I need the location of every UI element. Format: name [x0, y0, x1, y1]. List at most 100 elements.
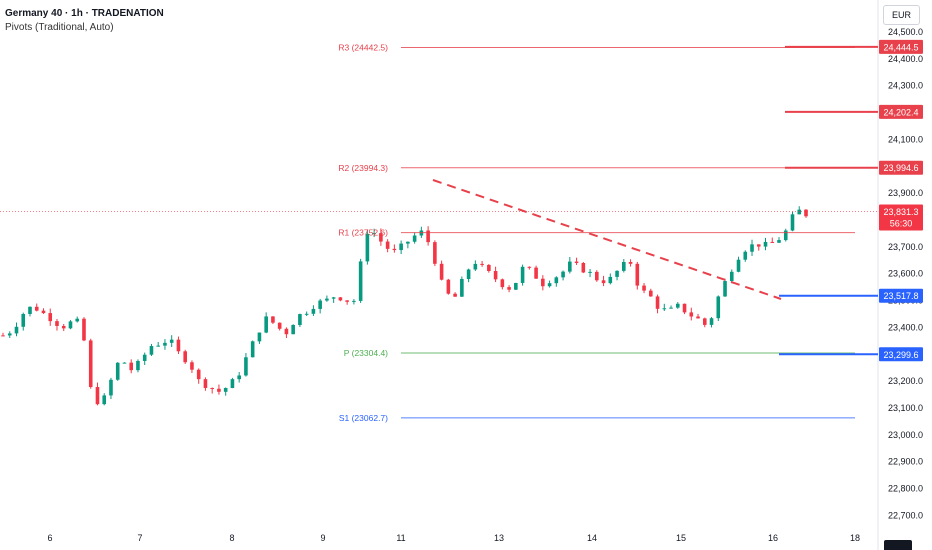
candle-body	[709, 318, 714, 325]
candle-body	[547, 283, 552, 287]
price-tags: 24,444.5 24,202.4 23,994.6 23,517.8 23,299.6…	[779, 39, 923, 362]
price-tick-label: 24,400.0	[888, 54, 923, 64]
price-tick-label: 23,100.0	[888, 403, 923, 413]
candle-body	[122, 362, 127, 364]
candle-body	[129, 362, 134, 371]
candle-body	[743, 251, 748, 260]
level-tag-label: 23,994.6	[883, 163, 918, 173]
pivot-label: R2 (23994.3)	[338, 163, 388, 173]
candle-body	[675, 303, 680, 308]
candle-body	[311, 308, 316, 314]
candle-body	[783, 230, 788, 241]
candle-body	[797, 209, 802, 215]
candle-body	[777, 240, 781, 243]
candle-body	[460, 279, 464, 297]
price-tick-label: 23,700.0	[888, 242, 923, 252]
time-tick-label: 7	[137, 533, 142, 543]
candle-body	[379, 233, 383, 242]
candle-body	[365, 233, 370, 262]
time-tick-label: 13	[494, 533, 504, 543]
candle-body	[628, 261, 633, 264]
time-tick-label: 16	[768, 533, 778, 543]
candle-body	[561, 271, 565, 278]
candle-body	[372, 233, 376, 235]
candle-body	[446, 279, 451, 294]
candle-body	[95, 387, 100, 405]
candle-body	[534, 267, 538, 279]
price-tick-label: 22,800.0	[888, 483, 923, 493]
candle-body	[7, 333, 12, 336]
candle-body	[702, 318, 707, 325]
descending-trendline	[432, 179, 782, 300]
candle-body	[203, 379, 208, 388]
candle-body	[163, 342, 167, 346]
candles	[0, 206, 878, 406]
time-tick-label: 8	[229, 533, 234, 543]
candle-body	[345, 300, 349, 302]
last-price-tag	[879, 204, 923, 231]
price-tick-label: 24,500.0	[888, 27, 923, 37]
candle-body	[588, 271, 592, 273]
currency-selector[interactable]: EUR	[883, 5, 920, 25]
time-tick-label: 18	[850, 533, 860, 543]
candle-body	[304, 313, 309, 315]
candle-body	[169, 339, 174, 343]
candle-body	[729, 271, 734, 282]
trendline[interactable]	[432, 179, 782, 300]
candle-body	[325, 298, 329, 301]
candle-body	[642, 285, 646, 291]
symbol-title[interactable]: Germany 40 · 1h · TRADENATION	[5, 8, 164, 19]
candle-body	[466, 269, 471, 280]
candle-body	[770, 241, 775, 243]
candle-body	[763, 241, 768, 247]
candle-body	[426, 230, 430, 243]
candle-body	[156, 345, 161, 347]
candle-body	[176, 339, 181, 352]
time-axis[interactable]: 6 7 8 9 11 13 14 15 16 18	[47, 533, 860, 543]
candle-body	[190, 362, 194, 370]
candle-body	[487, 264, 491, 272]
level-tag	[879, 104, 923, 119]
candle-body	[298, 314, 302, 326]
price-tick-label: 24,300.0	[888, 81, 923, 91]
candle-body	[237, 375, 241, 380]
pivot-label: P (23304.4)	[344, 348, 388, 358]
candle-body	[635, 263, 640, 286]
candle-body	[244, 357, 248, 376]
candle-body	[662, 308, 667, 310]
indicator-label[interactable]: Pivots (Traditional, Auto)	[5, 22, 114, 33]
pivot-label: R1 (23752.6)	[338, 228, 388, 238]
last-price-label: 23,831.3	[883, 207, 918, 217]
price-tick-label: 23,000.0	[888, 430, 923, 440]
level-tag	[879, 288, 923, 303]
candle-body	[581, 262, 586, 273]
candle-body	[291, 325, 295, 335]
candle-body	[277, 322, 282, 329]
candle-body	[68, 321, 73, 329]
candle-body	[217, 388, 221, 392]
level-tag	[879, 160, 923, 175]
candle-body	[223, 388, 228, 392]
candle-body	[500, 279, 505, 288]
price-axis[interactable]: 24,500.024,400.024,300.024,200.024,100.0…	[877, 0, 923, 550]
candle-body	[412, 235, 417, 242]
candle-body	[352, 300, 356, 302]
candle-body	[473, 263, 478, 270]
candle-body	[439, 263, 444, 280]
candle-body	[655, 296, 660, 309]
price-tick-label: 23,200.0	[888, 376, 923, 386]
candle-body	[34, 306, 39, 311]
time-tick-label: 15	[676, 533, 686, 543]
candle-body	[230, 379, 235, 389]
level-tag	[879, 347, 923, 362]
candle-body	[142, 354, 147, 361]
candle-body	[682, 303, 687, 313]
candle-body	[574, 261, 579, 263]
candle-body	[392, 248, 397, 251]
candle-body	[149, 346, 154, 355]
candle-body	[399, 243, 403, 251]
candle-body	[750, 244, 754, 252]
candle-body	[554, 277, 559, 284]
candle-body	[115, 362, 120, 380]
